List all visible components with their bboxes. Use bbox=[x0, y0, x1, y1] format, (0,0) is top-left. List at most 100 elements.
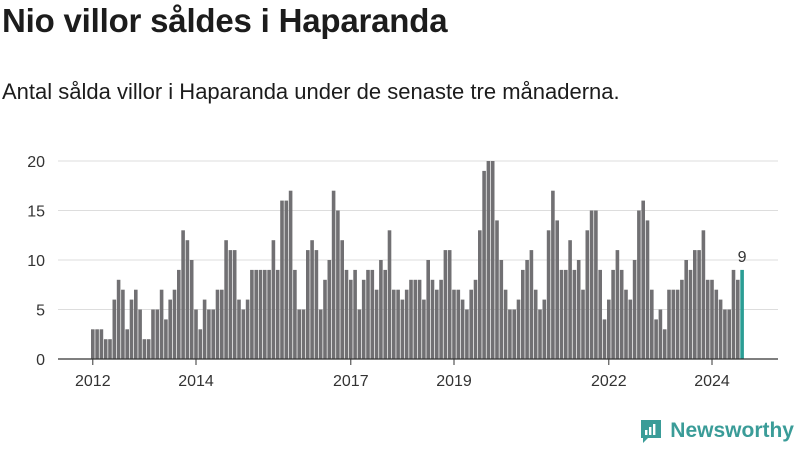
bar bbox=[667, 289, 671, 359]
bar bbox=[650, 289, 654, 359]
bar bbox=[508, 309, 512, 359]
bar bbox=[314, 250, 319, 359]
bar bbox=[374, 289, 379, 359]
bar bbox=[349, 279, 353, 359]
bar bbox=[521, 269, 525, 359]
bar bbox=[344, 269, 349, 359]
bar bbox=[138, 309, 142, 359]
bar bbox=[538, 309, 542, 359]
y-tick-label: 0 bbox=[36, 352, 45, 369]
bar bbox=[301, 309, 306, 359]
x-tick-label: 2019 bbox=[436, 373, 472, 390]
bar bbox=[168, 299, 172, 359]
bar bbox=[654, 319, 658, 359]
bar bbox=[607, 299, 611, 359]
bar bbox=[594, 210, 598, 359]
bar bbox=[250, 269, 254, 359]
bar bbox=[697, 250, 701, 359]
bar bbox=[357, 309, 362, 359]
bar bbox=[263, 269, 267, 359]
bar bbox=[396, 289, 400, 359]
bar bbox=[202, 299, 207, 359]
bar bbox=[632, 260, 637, 359]
bar bbox=[559, 269, 564, 359]
bar bbox=[611, 269, 615, 359]
bar bbox=[224, 240, 228, 359]
bar bbox=[409, 279, 413, 359]
bar bbox=[576, 260, 581, 359]
bar bbox=[189, 260, 194, 359]
bar bbox=[688, 269, 693, 359]
bar bbox=[551, 190, 555, 359]
bar bbox=[288, 190, 293, 359]
bar bbox=[572, 269, 577, 359]
bar bbox=[271, 240, 276, 359]
bar bbox=[383, 269, 387, 359]
bar bbox=[181, 230, 185, 359]
bar bbox=[241, 309, 246, 359]
bar bbox=[164, 319, 168, 359]
bar bbox=[146, 339, 151, 359]
bar bbox=[714, 289, 719, 359]
latest-value-label: 9 bbox=[738, 249, 747, 266]
bar bbox=[555, 220, 559, 359]
bar bbox=[379, 260, 383, 359]
bar bbox=[439, 279, 443, 359]
bar bbox=[430, 279, 435, 359]
bar bbox=[323, 279, 327, 359]
bar bbox=[121, 289, 125, 359]
bar bbox=[237, 299, 241, 359]
bar bbox=[387, 230, 392, 359]
bar bbox=[624, 289, 628, 359]
bar bbox=[602, 319, 607, 359]
bar bbox=[495, 220, 499, 359]
bar bbox=[718, 299, 723, 359]
chart-subtitle: Antal sålda villor i Haparanda under de … bbox=[2, 79, 620, 104]
bar bbox=[533, 289, 538, 359]
bar bbox=[417, 279, 422, 359]
bar bbox=[336, 210, 340, 359]
bar bbox=[232, 250, 237, 359]
bar bbox=[546, 230, 551, 359]
bar bbox=[220, 289, 224, 359]
bar bbox=[134, 289, 138, 359]
axes: 0 5 10 15 20 2012 2014 2017 2019 2022 2024 9 bbox=[27, 154, 778, 390]
bar bbox=[542, 299, 547, 359]
bar bbox=[392, 289, 396, 359]
bar bbox=[306, 250, 310, 359]
bar bbox=[207, 309, 211, 359]
bar bbox=[641, 200, 645, 359]
bar bbox=[258, 269, 263, 359]
bar bbox=[172, 289, 177, 359]
bar bbox=[675, 289, 680, 359]
bar bbox=[267, 269, 271, 359]
bar bbox=[473, 279, 478, 359]
bar bbox=[215, 289, 220, 359]
bar bbox=[731, 269, 736, 359]
bar bbox=[736, 279, 740, 359]
bar bbox=[516, 299, 521, 359]
bar bbox=[370, 269, 375, 359]
bar bbox=[452, 289, 456, 359]
bars bbox=[91, 161, 744, 359]
bar bbox=[658, 309, 663, 359]
bar bbox=[499, 260, 504, 359]
bar bbox=[129, 299, 134, 359]
bar bbox=[116, 279, 121, 359]
brand-name: Newsworthy bbox=[670, 419, 794, 442]
bar bbox=[228, 250, 233, 359]
bar bbox=[490, 161, 495, 359]
bar bbox=[723, 309, 727, 359]
bar bbox=[91, 329, 95, 359]
bar bbox=[486, 161, 491, 359]
bar bbox=[413, 279, 418, 359]
bar bbox=[185, 240, 190, 359]
bar bbox=[297, 309, 301, 359]
bar bbox=[95, 329, 99, 359]
bar bbox=[465, 309, 469, 359]
y-tick-label: 5 bbox=[36, 303, 45, 320]
bar bbox=[177, 269, 181, 359]
x-tick-label: 2012 bbox=[75, 373, 111, 390]
newsworthy-logo-icon bbox=[641, 420, 662, 443]
